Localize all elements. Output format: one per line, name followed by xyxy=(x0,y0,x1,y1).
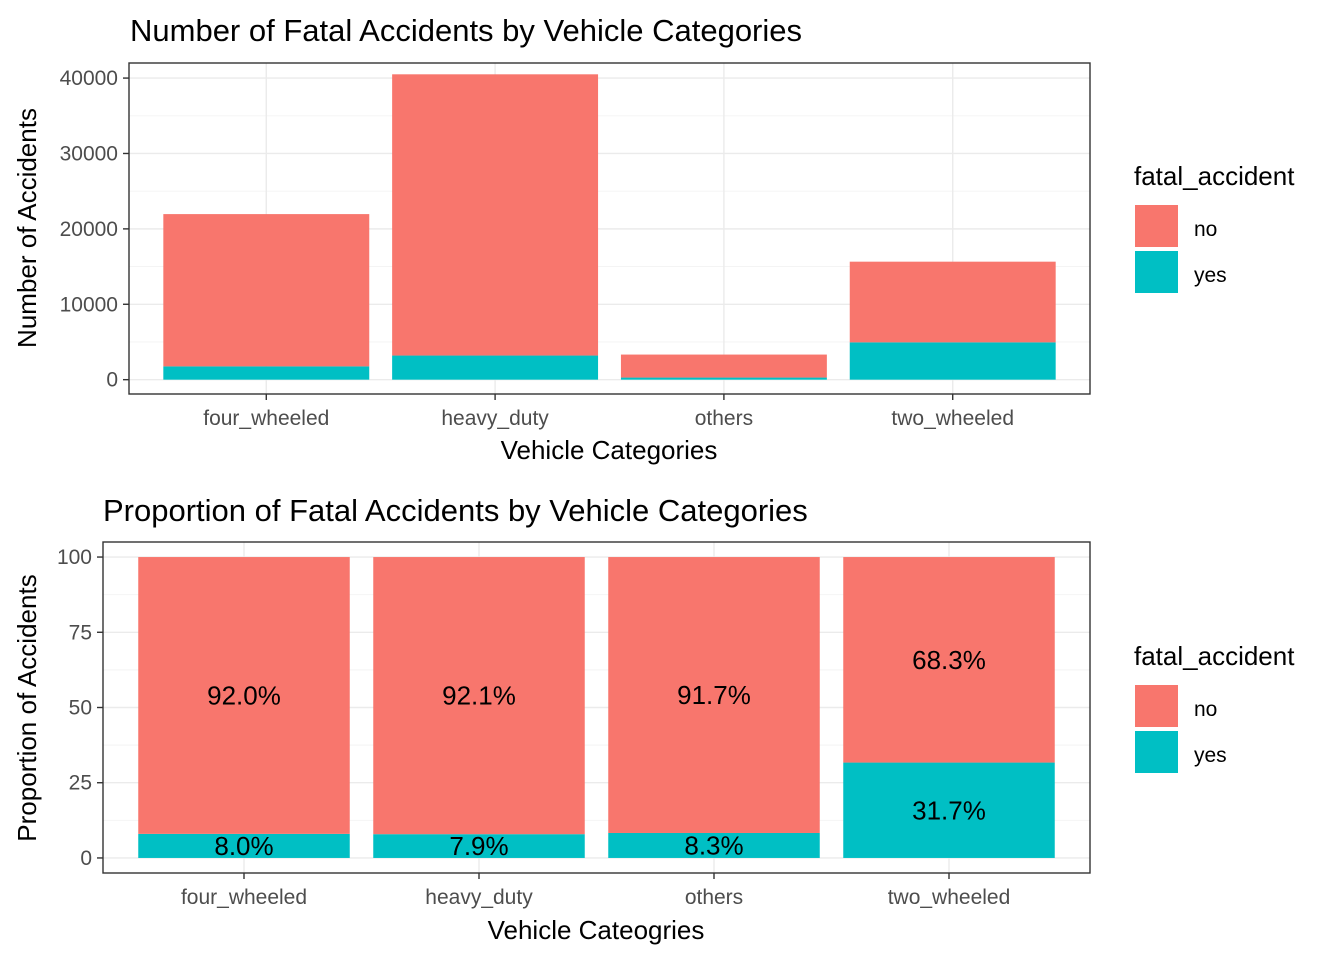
proportion-y-tick-label: 75 xyxy=(69,621,92,644)
proportion-data-label-yes-four_wheeled: 8.0% xyxy=(214,831,273,861)
count-bar-yes-others xyxy=(620,377,827,380)
proportion-bar-yes-heavy_duty xyxy=(373,834,585,858)
count-chart: Number of Fatal Accidents by Vehicle Cat… xyxy=(12,13,1295,465)
proportion-bar-no-others xyxy=(608,557,820,833)
proportion-y-tick-label: 100 xyxy=(57,546,92,569)
proportion-x-tick-label-heavy_duty: heavy_duty xyxy=(425,886,533,909)
count-chart-bars xyxy=(163,74,1056,380)
count-legend-key-no xyxy=(1135,205,1178,247)
proportion-y-tick-label: 0 xyxy=(80,847,92,870)
proportion-data-label-yes-two_wheeled: 31.7% xyxy=(912,795,986,825)
count-legend-label-yes: yes xyxy=(1194,264,1227,287)
proportion-bar-yes-four_wheeled xyxy=(138,833,350,858)
count-y-tick-label: 20000 xyxy=(60,218,118,241)
count-bar-no-four_wheeled xyxy=(163,214,370,367)
count-legend-label-no: no xyxy=(1194,218,1217,241)
count-y-tick-label: 0 xyxy=(106,369,118,392)
proportion-legend-label-yes: yes xyxy=(1194,744,1227,767)
proportion-legend-key-yes xyxy=(1135,731,1178,773)
proportion-data-label-no-four_wheeled: 92.0% xyxy=(207,680,281,710)
count-bar-yes-four_wheeled xyxy=(163,366,370,380)
proportion-bar-no-two_wheeled xyxy=(843,557,1055,763)
count-bar-no-others xyxy=(620,354,827,378)
count-bar-no-two_wheeled xyxy=(849,261,1056,343)
proportion-bar-no-four_wheeled xyxy=(138,557,350,834)
proportion-bar-no-heavy_duty xyxy=(373,557,585,835)
proportion-x-tick-label-two_wheeled: two_wheeled xyxy=(888,886,1011,909)
proportion-chart-title: Proportion of Fatal Accidents by Vehicle… xyxy=(103,493,808,528)
count-x-tick-label-two_wheeled: two_wheeled xyxy=(891,407,1014,430)
count-legend-title: fatal_accident xyxy=(1134,161,1295,191)
count-y-tick-label: 30000 xyxy=(60,142,118,165)
proportion-bar-yes-others xyxy=(608,832,820,858)
count-y-tick-label: 40000 xyxy=(60,67,118,90)
proportion-data-label-no-two_wheeled: 68.3% xyxy=(912,645,986,675)
count-x-tick-label-others: others xyxy=(695,407,753,430)
proportion-chart-bars xyxy=(138,557,1055,858)
proportion-y-tick-label: 50 xyxy=(69,697,92,720)
proportion-chart-legend: fatal_accident no yes xyxy=(1134,641,1295,773)
proportion-legend-label-no: no xyxy=(1194,698,1217,721)
proportion-x-tick-label-four_wheeled: four_wheeled xyxy=(181,886,307,909)
count-chart-legend: fatal_accident no yes xyxy=(1134,161,1295,293)
count-chart-x-axis-title: Vehicle Categories xyxy=(501,435,718,465)
count-y-tick-label: 10000 xyxy=(60,293,118,316)
count-x-tick-label-four_wheeled: four_wheeled xyxy=(203,407,329,430)
proportion-chart-x-axis-title: Vehicle Cateogries xyxy=(488,915,705,945)
proportion-chart-y-axis-title: Proportion of Accidents xyxy=(12,574,42,841)
proportion-chart-data-labels: 92.0% 8.0% 92.1% 7.9% 91.7% 8.3% 68.3% 31.7% xyxy=(207,645,986,861)
proportion-chart: Proportion of Fatal Accidents by Vehicle… xyxy=(12,493,1295,945)
proportion-chart-axes: 0 25 50 75 100 four_wheeled heavy_duty others tw… xyxy=(57,546,1010,909)
proportion-bar-yes-two_wheeled xyxy=(843,762,1055,858)
count-legend-key-yes xyxy=(1135,251,1178,293)
proportion-data-label-no-others: 91.7% xyxy=(677,680,751,710)
count-x-tick-label-heavy_duty: heavy_duty xyxy=(441,407,549,430)
count-bar-yes-heavy_duty xyxy=(392,355,599,380)
count-chart-axes: 0 10000 20000 30000 40000 four_wheeled heavy_d… xyxy=(60,67,1014,430)
proportion-y-tick-label: 25 xyxy=(69,772,92,795)
proportion-x-tick-label-others: others xyxy=(685,886,743,909)
count-bar-yes-two_wheeled xyxy=(849,342,1056,380)
count-bar-no-heavy_duty xyxy=(392,74,599,356)
count-chart-y-axis-title: Number of Accidents xyxy=(12,108,42,348)
proportion-data-label-no-heavy_duty: 92.1% xyxy=(442,681,516,711)
proportion-data-label-yes-heavy_duty: 7.9% xyxy=(449,831,508,861)
proportion-legend-title: fatal_accident xyxy=(1134,641,1295,671)
proportion-data-label-yes-others: 8.3% xyxy=(684,830,743,860)
count-chart-title: Number of Fatal Accidents by Vehicle Cat… xyxy=(130,13,802,48)
proportion-legend-key-no xyxy=(1135,685,1178,727)
